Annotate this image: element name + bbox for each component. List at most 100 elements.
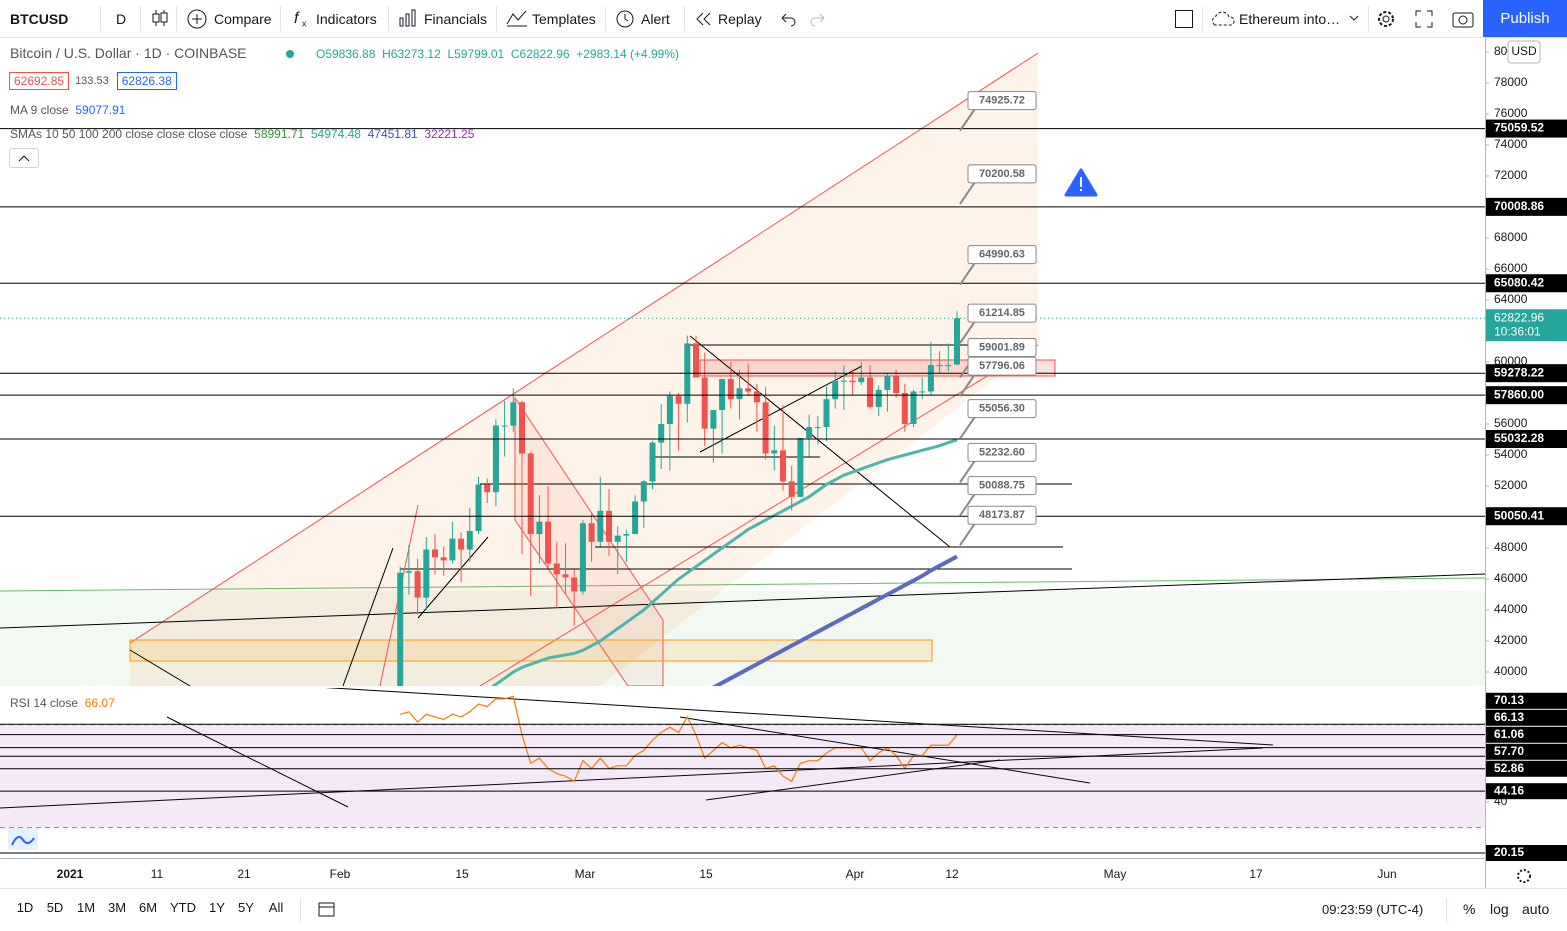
sma-legend: SMAs 10 50 100 200 close close close clo…	[10, 127, 474, 141]
alert-icon[interactable]	[614, 8, 636, 30]
trend-line	[689, 335, 951, 548]
y-tick-label: 52000	[1494, 478, 1528, 492]
templates-icon[interactable]	[506, 8, 528, 28]
replay-icon[interactable]	[694, 10, 714, 28]
x-tick-label: 11	[151, 867, 164, 881]
fullscreen-icon[interactable]	[1413, 8, 1435, 30]
logo-mark	[11, 835, 35, 846]
candle-body	[449, 538, 456, 561]
range-button[interactable]: 1D	[16, 900, 34, 915]
y-tick-label: 56000	[1494, 416, 1528, 430]
settings-icon[interactable]	[1375, 8, 1397, 30]
level-label-box	[1486, 364, 1567, 383]
financials-button[interactable]: Financials	[424, 10, 488, 27]
auto-toggle[interactable]: auto	[1522, 901, 1550, 917]
rsi-level-label: 70.13	[1494, 693, 1524, 707]
indicators-button[interactable]: Indicators	[316, 10, 377, 27]
toolbar	[0, 0, 1567, 38]
trend-line	[166, 716, 349, 808]
zone-box	[129, 639, 933, 662]
snapshot-icon[interactable]	[1451, 8, 1475, 30]
candle-body	[893, 375, 900, 393]
callout-label: 52232.60	[979, 446, 1025, 458]
y-tick-label: 42000	[1494, 633, 1528, 647]
compare-icon[interactable]	[186, 8, 208, 30]
range-button[interactable]: 5Y	[238, 900, 254, 915]
candle-body	[858, 377, 865, 383]
callout-pointer	[959, 522, 976, 546]
y-tick-label: 48000	[1494, 540, 1528, 554]
candle-body	[614, 535, 621, 542]
callout-label: 57796.06	[979, 360, 1025, 372]
rsi-value: 66.07	[84, 696, 115, 710]
channel-line	[129, 52, 1039, 644]
collapse-button[interactable]	[9, 148, 39, 168]
ohlc-value: C62822.96	[510, 47, 570, 61]
symbol[interactable]: BTCUSD	[10, 10, 69, 27]
callout-box	[967, 245, 1037, 265]
goto-date-icon[interactable]	[317, 900, 337, 918]
alert-button[interactable]: Alert	[641, 10, 670, 27]
range-button[interactable]: YTD	[170, 900, 196, 915]
range-button[interactable]: 1Y	[209, 900, 225, 915]
current-price: 62822.96	[1494, 310, 1544, 324]
rsi-level-label: 61.06	[1494, 727, 1524, 741]
candle-body	[814, 427, 821, 429]
rsi-level-box	[1486, 845, 1567, 861]
candle-body	[710, 410, 717, 429]
candle-body	[658, 424, 665, 443]
ask[interactable]: 62826.38	[116, 72, 177, 90]
layout-name[interactable]: Ethereum into…	[1239, 10, 1341, 27]
trend-line	[324, 688, 1274, 746]
level-label: 65080.42	[1494, 275, 1544, 289]
currency: USD	[1511, 44, 1537, 58]
callout-pointer	[959, 493, 976, 517]
candle-body	[780, 450, 786, 482]
candle-body	[414, 571, 421, 598]
quote: 62692.85 133.53 62826.38	[9, 72, 183, 90]
x-tick-label: 17	[1249, 867, 1263, 881]
rsi-legend: RSI 14 close 66.07	[10, 696, 115, 710]
financials-icon[interactable]	[398, 8, 418, 28]
interval[interactable]: D	[116, 10, 127, 27]
range-button[interactable]: 3M	[107, 900, 127, 915]
range-button[interactable]: 1M	[76, 900, 96, 915]
channel-fill	[130, 53, 1038, 686]
spread: 133.53	[75, 75, 109, 87]
candle-body	[588, 523, 595, 542]
log-toggle[interactable]: log	[1490, 901, 1509, 917]
callout-pointer	[959, 416, 976, 440]
level-label: 75059.52	[1494, 121, 1544, 135]
cloud-icon[interactable]	[1209, 9, 1237, 29]
callout-box	[967, 337, 1037, 357]
sma50-line	[491, 438, 958, 686]
svg-text:f: f	[294, 10, 300, 27]
undo-redo[interactable]	[778, 10, 828, 28]
current-price-box	[1486, 309, 1567, 342]
candle-body	[484, 484, 491, 493]
candle-body	[875, 389, 882, 407]
currency-badge[interactable]	[1507, 40, 1541, 64]
replay-button[interactable]: Replay	[718, 10, 762, 27]
dropdown-arrow[interactable]	[1348, 12, 1360, 24]
callout-box	[967, 399, 1037, 419]
percent-toggle[interactable]: %	[1463, 901, 1476, 917]
templates-button[interactable]: Templates	[532, 10, 596, 27]
rsi-level-label: 44.16	[1494, 783, 1524, 797]
compare-button[interactable]: Compare	[214, 10, 272, 27]
range-button[interactable]: All	[268, 900, 284, 915]
channel-line	[479, 344, 1039, 686]
range-button[interactable]: 6M	[138, 900, 158, 915]
publish-button[interactable]: Publish	[1483, 0, 1567, 37]
candle-body	[867, 377, 873, 407]
chart-style-icon[interactable]	[150, 8, 170, 28]
candle-body	[945, 365, 952, 367]
ma-label: MA 9 close	[10, 103, 69, 117]
bid[interactable]: 62692.85	[9, 72, 70, 90]
axis-settings[interactable]	[1517, 869, 1531, 883]
candle-body	[745, 388, 752, 392]
checkbox[interactable]	[1174, 9, 1194, 29]
range-button[interactable]: 5D	[46, 900, 64, 915]
candle-body	[545, 521, 552, 564]
